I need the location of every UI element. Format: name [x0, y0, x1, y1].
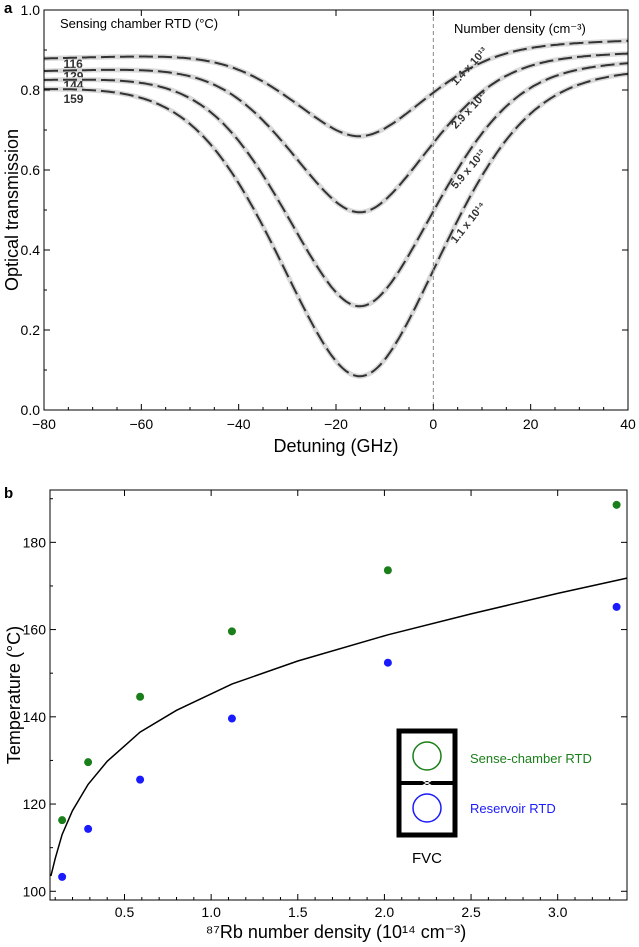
x-tick-label: 40 [620, 416, 636, 432]
panel-a-ticks: −80 −60 −40 −20 0 20 40 0.0 0.2 0.4 0.6 0.8 1.0 [21, 2, 636, 432]
y-tick-label: 160 [23, 622, 47, 638]
reservoir-point [383, 658, 392, 667]
reservoir-point [612, 602, 621, 611]
sense-chamber-point [227, 627, 236, 636]
y-tick-label: 0.0 [21, 402, 41, 418]
panel-b-xlabel: ⁸⁷Rb number density (10¹⁴ cm⁻³) [206, 922, 466, 942]
x-tick-label: 2.0 [375, 904, 395, 920]
reservoir-point [58, 872, 67, 881]
sense-chamber-circle-icon [412, 741, 442, 771]
sense-chamber-point [84, 758, 93, 767]
x-tick-label: 1.5 [288, 904, 308, 920]
x-tick-label: −20 [324, 416, 348, 432]
fit-trace-159 [44, 72, 629, 378]
data-trace-116 [44, 38, 629, 139]
y-tick-label: 120 [23, 796, 47, 812]
sense-chamber-point [383, 566, 392, 575]
sense-chamber-point [136, 692, 145, 701]
x-tick-label: 1.0 [201, 904, 221, 920]
sensing-chamber-annotation: Sensing chamber RTD (°C) [60, 16, 218, 31]
y-tick-label: 0.2 [21, 322, 41, 338]
fit-trace-144 [43, 62, 629, 308]
panel-b-ylabel: Temperature (°C) [4, 626, 24, 764]
legend-reservoir: Reservoir RTD [470, 801, 556, 816]
panel-b-label: b [4, 485, 13, 502]
y-tick-label: 0.4 [21, 242, 41, 258]
x-tick-label: 0.5 [115, 904, 135, 920]
data-trace-129 [44, 51, 629, 215]
fit-curve [50, 577, 628, 877]
y-tick-label: 100 [23, 883, 47, 899]
sense-chamber-point [58, 816, 67, 825]
reservoir-point [136, 775, 145, 784]
x-tick-label: −60 [129, 416, 153, 432]
density-label-116: 1.4 x 10¹³ [449, 45, 490, 88]
y-tick-label: 0.6 [21, 162, 41, 178]
x-tick-label: 3.0 [548, 904, 568, 920]
panel-b-ticks: 0.5 1.0 1.5 2.0 2.5 3.0 100 120 140 160 180 [23, 490, 627, 920]
data-trace-159 [44, 71, 629, 379]
reservoir-point [227, 714, 236, 723]
y-tick-label: 0.8 [21, 82, 41, 98]
x-tick-label: 2.5 [461, 904, 481, 920]
temperature-label-159: 159 [63, 92, 83, 106]
density-label-129: 2.9 x 10¹³ [449, 89, 490, 132]
panel-b-points [58, 500, 621, 881]
sense-chamber-point [612, 500, 621, 509]
number-density-annotation: Number density (cm⁻³) [454, 21, 586, 36]
x-tick-label: −80 [32, 416, 56, 432]
y-tick-label: 140 [23, 709, 47, 725]
reservoir-circle-icon [412, 793, 442, 823]
y-tick-label: 1.0 [21, 2, 41, 18]
x-tick-label: 20 [523, 416, 539, 432]
fit-trace-116 [44, 39, 629, 138]
fvc-inset: FVC [396, 728, 458, 867]
x-tick-label: −40 [227, 416, 251, 432]
fit-trace-129 [44, 52, 629, 214]
panel-a-ylabel: Optical transmission [2, 129, 22, 291]
panel-a-xlabel: Detuning (GHz) [273, 436, 398, 456]
panel-b-frame [49, 489, 628, 901]
legend-sense-chamber: Sense-chamber RTD [470, 751, 592, 766]
panel-a-label: a [4, 0, 13, 17]
y-tick-label: 180 [23, 534, 47, 550]
x-tick-label: 0 [429, 416, 437, 432]
fvc-label: FVC [412, 850, 442, 867]
reservoir-point [84, 824, 93, 833]
data-trace-144 [43, 60, 629, 309]
fvc-channel-icon [419, 778, 435, 788]
temperature-label-116: 116 [63, 57, 83, 71]
